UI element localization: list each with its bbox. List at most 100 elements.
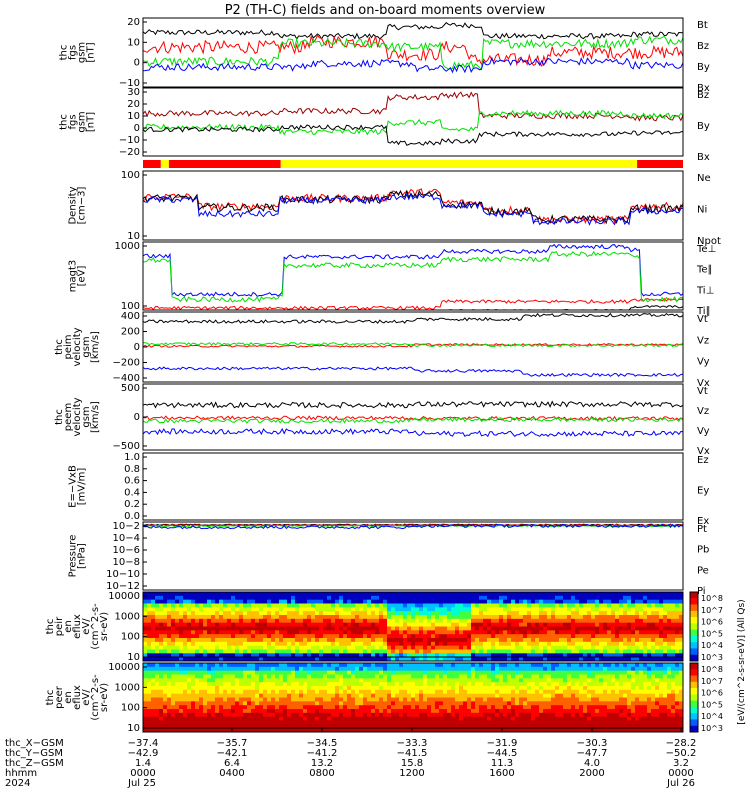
heatmap-cell [467,666,472,672]
heatmap-cell [303,599,308,604]
heatmap-cell [579,728,584,733]
heatmap-cell [395,686,400,691]
heatmap-cell [335,686,340,691]
heatmap-cell [599,682,604,687]
heatmap-cell [355,686,360,691]
heatmap-cell [547,709,552,714]
heatmap-cell [279,686,284,691]
heatmap-cell [391,678,396,683]
heatmap-cell [463,592,468,597]
heatmap-cell [247,611,252,616]
heatmap-cell [327,670,332,675]
heatmap-cell [619,670,624,675]
heatmap-cell [303,622,308,627]
heatmap-cell [147,663,152,668]
heatmap-cell [567,599,572,604]
heatmap-cell [211,634,216,639]
heatmap-cell [363,595,368,601]
heatmap-cell [603,689,608,695]
heatmap-cell [215,603,220,608]
heatmap-cell [543,709,548,714]
legend-entry: Vz [697,406,709,417]
heatmap-cell [635,592,640,597]
heatmap-cell [343,645,348,650]
heatmap-cell [599,638,604,643]
heatmap-cell [307,709,312,714]
heatmap-cell [247,641,252,647]
heatmap-cell [347,615,352,620]
heatmap-cell [227,674,232,679]
heatmap-cell [407,592,412,597]
heatmap-cell [599,618,604,624]
heatmap-cell [647,611,652,616]
heatmap-cell [619,724,624,729]
heatmap-cell [303,701,308,706]
heatmap-cell [615,728,620,733]
heatmap-cell [143,724,148,729]
heatmap-cell [191,666,196,672]
heatmap-cell [295,634,300,639]
heatmap-cell [383,592,388,597]
heatmap-cell [499,670,504,675]
heatmap-cell [167,689,172,695]
heatmap-cell [211,701,216,706]
heatmap-cell [263,603,268,608]
heatmap-cell [227,634,232,639]
heatmap-cell [363,634,368,639]
series-line [142,34,684,67]
heatmap-cell [335,701,340,706]
heatmap-cell [187,630,192,635]
heatmap-cell [295,641,300,647]
heatmap-cell [371,607,376,612]
heatmap-cell [171,693,176,698]
heatmap-cell [411,603,416,608]
heatmap-cell [559,638,564,643]
heatmap-cell [267,686,272,691]
heatmap-cell [415,599,420,604]
heatmap-cell [495,645,500,650]
heatmap-cell [275,716,280,721]
heatmap-cell [143,663,148,668]
heatmap-cell [259,638,264,643]
heatmap-cell [631,701,636,706]
panel-9: 10000100010010thcpeirenefluxeV/(cm^2-s-s… [45,591,684,663]
heatmap-cell [415,663,420,668]
heatmap-cell [207,618,212,624]
heatmap-cell [531,641,536,647]
heatmap-cell [623,709,628,714]
heatmap-cell [167,603,172,608]
heatmap-cell [467,670,472,675]
heatmap-cell [639,686,644,691]
heatmap-cell [355,645,360,650]
heatmap-cell [523,653,528,658]
heatmap-cell [423,682,428,687]
heatmap-cell [455,682,460,687]
heatmap-cell [663,634,668,639]
heatmap-cell [275,645,280,650]
heatmap-cell [327,630,332,635]
heatmap-cell [311,626,316,631]
heatmap-cell [415,674,420,679]
heatmap-cell [475,689,480,695]
heatmap-cell [355,599,360,604]
heatmap-cell [203,615,208,620]
heatmap-cell [287,724,292,729]
heatmap-cell [303,678,308,683]
heatmap-cell [387,705,392,710]
heatmap-cell [535,638,540,643]
heatmap-cell [251,689,256,695]
heatmap-cell [451,678,456,683]
heatmap-cell [591,678,596,683]
heatmap-cell [559,649,564,654]
heatmap-cell [511,686,516,691]
heatmap-cell [443,689,448,695]
heatmap-cell [287,603,292,608]
heatmap-cell [295,649,300,654]
heatmap-cell [351,689,356,695]
heatmap-cell [235,645,240,650]
heatmap-cell [647,674,652,679]
heatmap-cell [279,653,284,658]
heatmap-cell [431,634,436,639]
heatmap-cell [463,682,468,687]
heatmap-cell [319,649,324,654]
